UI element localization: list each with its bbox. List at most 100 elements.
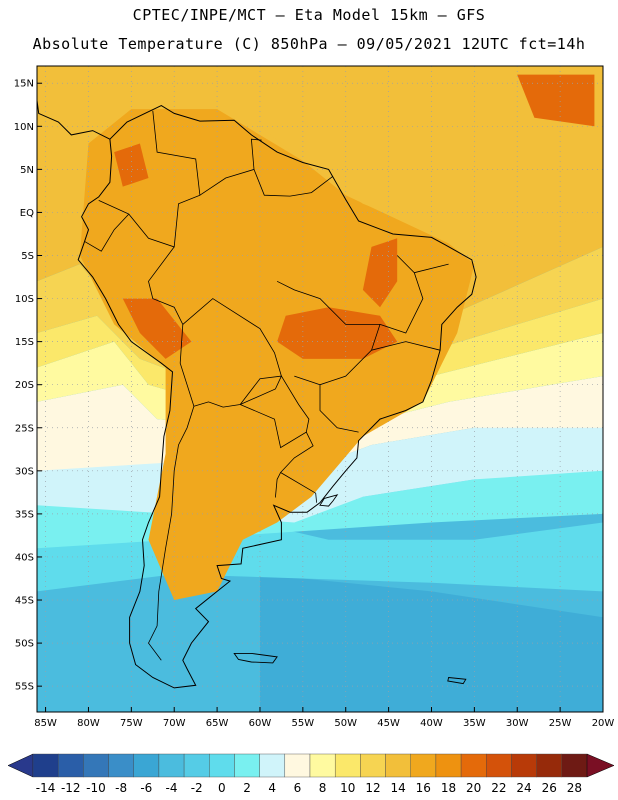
colorbar-swatch bbox=[158, 753, 185, 778]
colorbar-swatch bbox=[183, 753, 210, 778]
colorbar-label: 6 bbox=[294, 781, 302, 795]
lon-tick-label: 75W bbox=[120, 718, 143, 729]
colorbar-label: -4 bbox=[166, 781, 178, 795]
lon-tick-label: 85W bbox=[34, 718, 57, 729]
colorbar-label: -8 bbox=[115, 781, 127, 795]
central-america-coastline bbox=[36, 100, 111, 140]
colorbar-overflow-arrow bbox=[586, 753, 615, 778]
lon-tick-label: 65W bbox=[206, 718, 229, 729]
colorbar-label: 4 bbox=[268, 781, 276, 795]
colorbar-label: 22 bbox=[491, 781, 506, 795]
map-frame bbox=[36, 65, 604, 713]
border-line bbox=[414, 263, 449, 274]
colorbar-swatch bbox=[133, 753, 160, 778]
border-line bbox=[182, 298, 282, 408]
colorbar-label: 10 bbox=[340, 781, 355, 795]
field-hot-core-e bbox=[122, 298, 192, 359]
lat-tick-label: 10N bbox=[14, 122, 34, 133]
colorbar-swatch bbox=[309, 753, 336, 778]
field-land-warm bbox=[79, 109, 475, 600]
longitude-labels: 85W 80W 75W 70W 65W 60W 55W 50W 45W 40W 35W 30W 25W 2… bbox=[34, 707, 614, 729]
colorbar-swatch bbox=[460, 753, 487, 778]
lon-tick-label: 35W bbox=[463, 718, 486, 729]
colorbar-label: 0 bbox=[218, 781, 226, 795]
colorbar-label: 26 bbox=[542, 781, 557, 795]
field-hot-core-b bbox=[362, 238, 398, 308]
lat-tick-label: 55S bbox=[15, 682, 34, 693]
colorbar-label: 8 bbox=[319, 781, 327, 795]
field-hot-core-d bbox=[517, 74, 595, 127]
border-line bbox=[371, 341, 441, 351]
colorbar-swatch bbox=[32, 753, 59, 778]
south-georgia-island bbox=[447, 677, 467, 685]
colorbar-label: 2 bbox=[243, 781, 251, 795]
border-line bbox=[98, 110, 201, 248]
field-ocean-atl-warm bbox=[260, 66, 603, 256]
colorbar-label: 16 bbox=[416, 781, 431, 795]
latitude-labels: 15N 10N 5N EQ 5S 10S 15S 20S 25S 30S 35S 40S 45S 50S 5… bbox=[14, 79, 42, 693]
lat-tick-label: EQ bbox=[20, 208, 34, 219]
border-line bbox=[148, 246, 195, 661]
colorbar-swatch bbox=[284, 753, 311, 778]
lat-tick-label: 20S bbox=[15, 380, 34, 391]
colorbar-swatch bbox=[108, 753, 134, 778]
border-line bbox=[294, 375, 321, 386]
chart-title-line2: Absolute Temperature (C) 850hPa – 09/05/… bbox=[32, 35, 586, 53]
colorbar-label: 12 bbox=[365, 781, 380, 795]
coastlines-and-borders bbox=[36, 100, 477, 689]
lon-tick-label: 30W bbox=[506, 718, 529, 729]
colorbar-swatch bbox=[486, 753, 512, 778]
chart-title-line1: CPTEC/INPE/MCT – Eta Model 15km – GFS bbox=[132, 6, 486, 24]
colorbar-label: -2 bbox=[191, 781, 203, 795]
colorbar-label: 20 bbox=[466, 781, 481, 795]
colorbar-underflow-arrow bbox=[7, 753, 34, 778]
colorbar-label: -10 bbox=[86, 781, 106, 795]
lagoon-feature bbox=[319, 494, 339, 507]
lat-tick-label: 50S bbox=[15, 639, 34, 650]
field-hot-core-c bbox=[114, 143, 149, 187]
colorbar-swatch bbox=[83, 753, 109, 778]
colorbar-swatch bbox=[209, 753, 235, 778]
lon-tick-label: 80W bbox=[77, 718, 100, 729]
lon-tick-label: 20W bbox=[592, 718, 615, 729]
lon-tick-label: 40W bbox=[420, 718, 443, 729]
colorbar-swatch bbox=[435, 753, 462, 778]
border-line bbox=[84, 213, 130, 252]
lon-tick-label: 25W bbox=[549, 718, 572, 729]
field-blue2 bbox=[260, 574, 603, 712]
lat-tick-label: 40S bbox=[15, 552, 34, 563]
lat-tick-label: 5S bbox=[21, 251, 34, 262]
border-line bbox=[279, 431, 317, 503]
colorbar-swatch bbox=[360, 753, 386, 778]
colorbar-swatch bbox=[536, 753, 563, 778]
lat-tick-label: 5N bbox=[20, 165, 34, 176]
border-line bbox=[239, 375, 310, 449]
colorbar-swatch bbox=[259, 753, 286, 778]
border-line bbox=[275, 472, 281, 498]
colorbar-label: -14 bbox=[36, 781, 56, 795]
lon-tick-label: 45W bbox=[377, 718, 400, 729]
colorbar-label: -6 bbox=[140, 781, 152, 795]
lon-tick-label: 70W bbox=[163, 718, 186, 729]
lat-tick-label: 45S bbox=[15, 596, 34, 607]
lat-tick-label: 15S bbox=[15, 337, 34, 348]
lat-tick-label: 10S bbox=[15, 294, 34, 305]
border-line bbox=[253, 169, 334, 197]
lat-tick-label: 25S bbox=[15, 423, 34, 434]
colorbar-label: 18 bbox=[441, 781, 456, 795]
lon-tick-label: 55W bbox=[292, 718, 315, 729]
colorbar-label: -12 bbox=[61, 781, 81, 795]
colorbar-swatch bbox=[385, 753, 411, 778]
lat-tick-label: 30S bbox=[15, 466, 34, 477]
field-hot-core-a bbox=[277, 307, 398, 359]
colorbar-swatch bbox=[334, 753, 361, 778]
lon-tick-label: 50W bbox=[334, 718, 357, 729]
colorbar-swatch bbox=[57, 753, 84, 778]
colorbar-label: 14 bbox=[390, 781, 405, 795]
lon-tick-label: 60W bbox=[249, 718, 272, 729]
colorbar-label: 24 bbox=[516, 781, 531, 795]
lat-tick-label: 35S bbox=[15, 509, 34, 520]
colorbar-label: 28 bbox=[567, 781, 582, 795]
lat-tick-label: 15N bbox=[14, 79, 34, 90]
